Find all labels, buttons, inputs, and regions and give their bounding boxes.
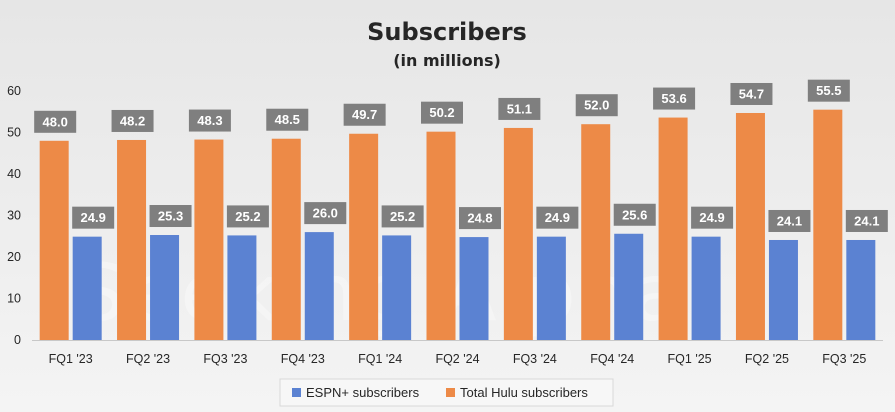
data-label-box	[768, 209, 811, 232]
espn-bar	[72, 236, 102, 340]
data-label-box	[149, 205, 192, 228]
data-labels-group: 48.0 24.9 48.2 25.3 48.3 25.2 48.5 26.0 49.7 25.2…	[34, 79, 888, 232]
hulu-bar	[426, 131, 456, 340]
data-label: 24.8	[467, 211, 492, 226]
hulu-bar	[271, 138, 301, 340]
espn-bar	[691, 236, 721, 340]
data-label: 52.0	[584, 98, 609, 113]
espn-bar	[768, 239, 798, 340]
data-label: 48.0	[43, 114, 68, 129]
espn-bar	[846, 239, 876, 340]
data-label-box	[72, 206, 115, 229]
data-label-box	[498, 97, 541, 120]
espn-bar	[304, 232, 334, 340]
data-label: 50.2	[429, 105, 454, 120]
data-label-box	[613, 203, 656, 226]
data-label-box	[304, 202, 347, 225]
y-tick-label: 60	[7, 84, 21, 98]
x-tick-label: FQ3 '23	[203, 352, 247, 366]
data-label-box	[575, 94, 618, 117]
y-tick-label: 10	[7, 292, 21, 306]
data-label: 25.2	[235, 209, 260, 224]
espn-bar	[150, 235, 180, 340]
chart-subtitle: (in millions)	[393, 51, 501, 70]
data-label-box	[381, 205, 424, 228]
data-label-box	[226, 205, 269, 228]
legend: ESPN+ subscribers Total Hulu subscribers	[279, 378, 614, 407]
data-label: 24.1	[854, 213, 879, 228]
legend-label: ESPN+ subscribers	[306, 385, 420, 400]
data-label: 24.9	[699, 210, 724, 225]
legend-swatch	[446, 388, 455, 397]
x-tick-label: FQ2 '24	[435, 352, 479, 366]
data-label: 49.7	[352, 107, 377, 122]
data-label: 55.5	[816, 83, 841, 98]
chart-title: Subscribers	[367, 18, 527, 46]
hulu-bar	[813, 109, 843, 340]
espn-bar	[536, 236, 566, 340]
espn-bar	[227, 235, 257, 340]
hulu-bar	[349, 133, 379, 340]
data-label-box	[536, 206, 579, 229]
data-label-box	[459, 207, 501, 230]
data-label-box	[691, 206, 734, 229]
y-tick-label: 40	[7, 167, 21, 181]
data-label: 48.3	[197, 113, 222, 128]
legend-label: Total Hulu subscribers	[460, 385, 588, 400]
hulu-bar	[194, 139, 224, 340]
x-tick-label: FQ2 '25	[745, 352, 789, 366]
hulu-bar	[39, 140, 69, 340]
y-axis: 0 10 20 30 40 50 60	[7, 84, 21, 347]
y-tick-label: 50	[7, 126, 21, 140]
data-label-box	[653, 87, 696, 110]
data-label: 25.3	[158, 209, 183, 224]
data-label: 24.9	[545, 210, 570, 225]
data-label-box	[421, 101, 463, 124]
x-tick-label: FQ2 '23	[126, 352, 170, 366]
x-tick-label: FQ1 '24	[358, 352, 402, 366]
data-label: 54.7	[739, 86, 764, 101]
data-label: 26.0	[313, 206, 338, 221]
hulu-bar	[117, 139, 147, 340]
hulu-bar	[581, 124, 611, 340]
hulu-bar	[503, 127, 533, 340]
data-label-box	[845, 209, 888, 232]
y-tick-label: 0	[14, 333, 21, 347]
espn-bar	[382, 235, 412, 340]
x-tick-label: FQ3 '25	[822, 352, 866, 366]
data-label-box	[343, 103, 386, 126]
legend-swatch	[292, 388, 301, 397]
bars-group	[39, 109, 876, 341]
espn-bar	[459, 237, 489, 340]
data-label: 48.5	[275, 112, 300, 127]
data-label: 25.6	[622, 207, 647, 222]
x-axis: FQ1 '23 FQ2 '23 FQ3 '23 FQ4 '23 FQ1 '24 FQ2 '…	[32, 340, 883, 366]
y-tick-label: 30	[7, 209, 21, 223]
data-label: 24.1	[777, 213, 802, 228]
data-label: 25.2	[390, 209, 415, 224]
data-label-box	[188, 109, 231, 132]
x-tick-label: FQ4 '24	[590, 352, 634, 366]
hulu-bar	[658, 117, 688, 340]
espn-bar	[614, 233, 644, 340]
data-label-box	[266, 108, 309, 131]
data-label-box	[807, 79, 850, 102]
x-tick-label: FQ3 '24	[513, 352, 557, 366]
x-tick-label: FQ1 '25	[668, 352, 712, 366]
data-label: 53.6	[661, 91, 686, 106]
data-label-box	[111, 109, 154, 132]
x-tick-label: FQ4 '23	[281, 352, 325, 366]
data-label-box	[34, 110, 77, 133]
data-label-box	[730, 82, 773, 105]
data-label: 48.2	[120, 113, 145, 128]
data-label: 24.9	[81, 210, 106, 225]
y-tick-label: 20	[7, 250, 21, 264]
x-tick-label: FQ1 '23	[49, 352, 93, 366]
data-label: 51.1	[507, 101, 532, 116]
hulu-bar	[735, 112, 765, 341]
